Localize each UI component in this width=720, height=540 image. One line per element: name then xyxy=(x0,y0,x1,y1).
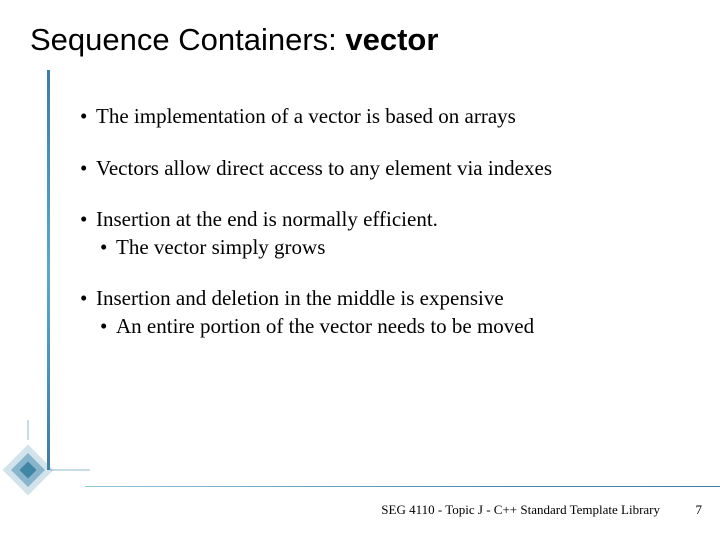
page-number: 7 xyxy=(696,502,703,518)
bullet-text: The implementation of a vector is based … xyxy=(96,104,516,128)
bullet-item: The implementation of a vector is based … xyxy=(80,104,690,130)
sub-bullet-item: The vector simply grows xyxy=(80,235,690,261)
bullet-text: Vectors allow direct access to any eleme… xyxy=(96,156,552,180)
title-prefix: Sequence Containers: xyxy=(30,22,345,57)
bullet-item: Vectors allow direct access to any eleme… xyxy=(80,156,690,182)
title-bold: vector xyxy=(345,22,438,57)
bullet-text: Insertion and deletion in the middle is … xyxy=(96,286,504,310)
footer-text: SEG 4110 - Topic J - C++ Standard Templa… xyxy=(381,502,660,518)
slide-body: The implementation of a vector is based … xyxy=(80,104,690,340)
bullet-text: Insertion at the end is normally efficie… xyxy=(96,207,438,231)
bullet-item: Insertion and deletion in the middle is … xyxy=(80,286,690,312)
bullet-text: The vector simply grows xyxy=(116,235,325,259)
corner-decoration-icon xyxy=(0,420,90,510)
bullet-item: Insertion at the end is normally efficie… xyxy=(80,207,690,233)
bullet-text: An entire portion of the vector needs to… xyxy=(116,314,534,338)
footer-divider xyxy=(85,486,720,488)
slide: Sequence Containers: vector The implemen… xyxy=(0,0,720,540)
vertical-accent-bar xyxy=(47,70,50,470)
sub-bullet-item: An entire portion of the vector needs to… xyxy=(80,314,690,340)
slide-title: Sequence Containers: vector xyxy=(30,22,438,58)
